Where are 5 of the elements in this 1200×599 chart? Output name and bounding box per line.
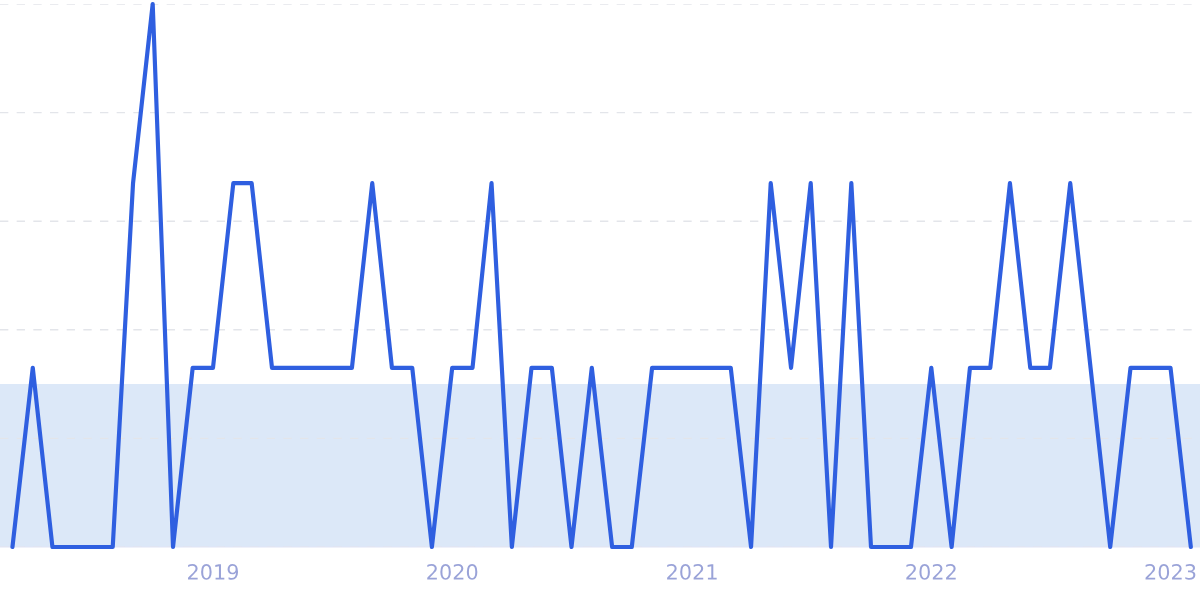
x-tick-label: 2023	[1145, 564, 1196, 580]
x-tick-label: 2020	[427, 564, 478, 580]
x-tick-label: 2019	[188, 564, 239, 580]
x-tick-label: 2022	[906, 564, 956, 580]
x-tick-label: 2021	[667, 564, 717, 580]
